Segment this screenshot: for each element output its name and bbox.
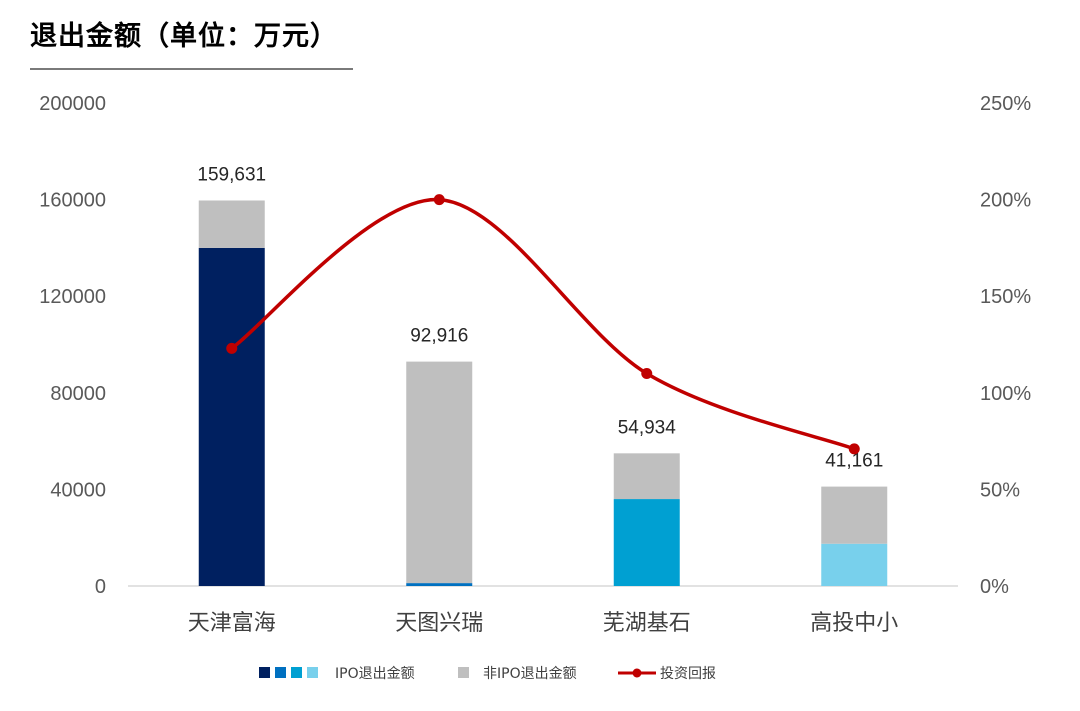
return-line-path — [230, 197, 856, 451]
right-tick-label: 200% — [980, 190, 1031, 212]
bars — [198, 200, 888, 586]
category-label: 高投中小 — [810, 611, 898, 636]
right-tick-label: 150% — [980, 286, 1031, 308]
legend-swatch-ipo — [291, 667, 302, 678]
legend-swatch-ipo — [275, 667, 286, 678]
left-tick-label: 80000 — [50, 383, 106, 405]
return-point — [433, 194, 445, 206]
total-label: 54,934 — [618, 417, 677, 438]
bar-ipo — [406, 583, 473, 586]
legend-label-ipo: IPO退出金额 — [335, 666, 415, 682]
bar-non-ipo — [406, 361, 473, 584]
return-point — [641, 367, 653, 379]
left-tick-label: 160000 — [39, 190, 106, 212]
title-underline — [30, 68, 353, 70]
bar-non-ipo — [821, 486, 888, 544]
legend-label-non-ipo: 非IPO退出金额 — [483, 666, 577, 682]
return-line — [226, 194, 860, 455]
right-tick-label: 0% — [980, 576, 1009, 598]
total-label: 41,161 — [825, 451, 883, 472]
bar-non-ipo — [613, 453, 680, 500]
category-label: 芜湖基石 — [603, 611, 691, 636]
legend-label-return: 投资回报 — [660, 666, 716, 682]
total-label: 92,916 — [410, 326, 468, 347]
left-tick-label: 0 — [95, 576, 106, 598]
legend-swatch-non-ipo — [458, 667, 469, 678]
bar-ipo — [198, 247, 265, 586]
bar-ipo — [821, 543, 888, 586]
chart-title: 退出金额（单位：万元） — [30, 21, 338, 52]
category-label: 天图兴瑞 — [395, 611, 483, 636]
category-label: 天津富海 — [188, 611, 276, 636]
left-tick-label: 40000 — [50, 479, 106, 501]
left-tick-label: 120000 — [39, 286, 106, 308]
right-tick-label: 50% — [980, 479, 1020, 501]
return-point — [848, 443, 860, 455]
legend-swatch-ipo — [259, 667, 270, 678]
legend-marker-return — [632, 668, 642, 678]
right-axis: 0% 50% 100% 150% 200% 250% — [980, 93, 1031, 598]
right-tick-label: 100% — [980, 383, 1031, 405]
data-labels: 159,631 92,916 54,934 41,161 — [197, 164, 883, 471]
bar-ipo — [613, 499, 680, 586]
left-axis: 0 40000 80000 120000 160000 200000 — [39, 93, 106, 598]
bar-non-ipo — [198, 200, 265, 248]
legend-swatch-ipo — [307, 667, 318, 678]
total-label: 159,631 — [197, 164, 266, 185]
legend: IPO退出金额 非IPO退出金额 投资回报 — [259, 666, 716, 682]
left-tick-label: 200000 — [39, 93, 106, 115]
category-labels: 天津富海 天图兴瑞 芜湖基石 高投中小 — [188, 611, 899, 636]
return-point — [226, 342, 238, 354]
right-tick-label: 250% — [980, 93, 1031, 115]
